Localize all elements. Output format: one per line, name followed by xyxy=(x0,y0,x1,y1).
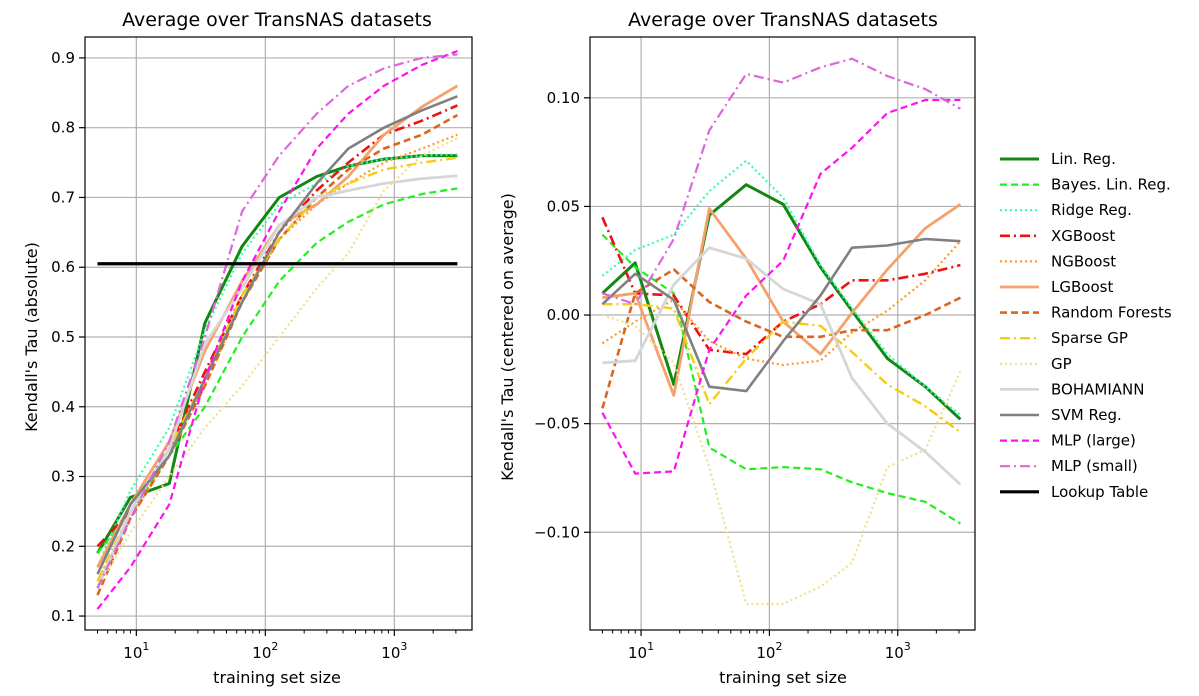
legend-item: GP xyxy=(1000,355,1072,373)
series-line xyxy=(601,268,961,409)
chart-panel-left: Average over TransNAS datasets training … xyxy=(22,9,473,687)
legend-label: SVM Reg. xyxy=(1051,406,1122,424)
series-line xyxy=(601,240,962,367)
series-line xyxy=(601,233,961,525)
x-tick-exponent: 1 xyxy=(647,640,654,653)
axes-frame xyxy=(589,36,976,631)
y-tick-label: 0.00 xyxy=(547,306,580,324)
series-line xyxy=(96,95,458,575)
y-tick-label: 0.9 xyxy=(51,49,75,67)
legend-item: Lookup Table xyxy=(1000,483,1148,501)
series-line xyxy=(602,303,962,434)
x-tick-exponent: 2 xyxy=(271,640,278,653)
y-tick-label: 0.4 xyxy=(51,398,75,416)
y-tick-label: 0.6 xyxy=(51,258,75,276)
legend-label: Ridge Reg. xyxy=(1051,201,1132,219)
series-line xyxy=(602,246,962,486)
x-tick-exponent: 3 xyxy=(904,640,911,653)
x-tick-label: 102 xyxy=(756,640,782,662)
series-line xyxy=(601,237,961,393)
legend-item: Bayes. Lin. Reg. xyxy=(1000,176,1171,194)
y-tick-label: 0.2 xyxy=(51,537,75,555)
y-tick-label: 0.10 xyxy=(547,89,580,107)
series-line xyxy=(602,203,962,397)
y-tick-label: 0.3 xyxy=(51,468,75,486)
series-lines-left xyxy=(96,49,459,610)
chart-panel-right: Average over TransNAS datasets training … xyxy=(498,9,976,687)
series-line xyxy=(96,154,458,555)
grid-left xyxy=(85,37,472,630)
chart-title-right: Average over TransNAS datasets xyxy=(628,9,938,31)
y-tick-label: 0.1 xyxy=(51,607,75,625)
legend-label: MLP (small) xyxy=(1051,457,1138,475)
x-tick-exponent: 3 xyxy=(400,640,407,653)
x-axis-label-right: training set size xyxy=(719,668,847,687)
legend-item: XGBoost xyxy=(1000,227,1115,245)
x-tick-label: 101 xyxy=(123,640,149,662)
series-line xyxy=(96,53,458,589)
grid-right xyxy=(590,37,975,630)
y-axis-label-left: Kendall's Tau (absolute) xyxy=(22,242,41,432)
series-line xyxy=(602,57,961,306)
chart-title-left: Average over TransNAS datasets xyxy=(122,9,432,31)
legend-label: Bayes. Lin. Reg. xyxy=(1051,176,1171,194)
legend-label: NGBoost xyxy=(1051,252,1116,270)
y-tick-label: 0.5 xyxy=(51,328,75,346)
legend-label: BOHAMIANN xyxy=(1051,380,1144,398)
x-tick-label: 103 xyxy=(381,640,407,662)
ticks-left: 101 102 103 0.1 0.2 0.3 0.4 0.5 0.6 0.7 0.8 0.9 xyxy=(51,49,457,662)
x-tick-label: 103 xyxy=(885,640,911,662)
series-line xyxy=(96,137,458,589)
y-axis-label-right: Kendall's Tau (centered on average) xyxy=(498,193,517,481)
y-tick-label: −0.10 xyxy=(534,523,580,541)
legend: Lin. Reg. Bayes. Lin. Reg. Ridge Reg. XGBoo… xyxy=(1000,150,1172,501)
series-line xyxy=(96,156,458,582)
legend-label: GP xyxy=(1051,355,1072,373)
x-tick-label: 102 xyxy=(252,640,278,662)
y-tick-label: 0.7 xyxy=(51,188,75,206)
series-line xyxy=(601,216,961,356)
series-line xyxy=(96,153,458,568)
legend-label: MLP (large) xyxy=(1051,432,1136,450)
legend-item: Random Forests xyxy=(1000,304,1172,322)
series-line xyxy=(601,183,962,421)
y-tick-label: −0.05 xyxy=(534,415,580,433)
legend-item: Lin. Reg. xyxy=(1000,150,1116,168)
series-line xyxy=(96,49,458,610)
legend-item: MLP (small) xyxy=(1000,457,1138,475)
series-line xyxy=(96,174,458,589)
y-tick-label: 0.05 xyxy=(547,197,580,215)
x-tick-exponent: 1 xyxy=(142,640,149,653)
series-line xyxy=(601,98,961,475)
series-lines-right xyxy=(601,57,962,606)
legend-item: LGBoost xyxy=(1000,278,1113,296)
legend-item: NGBoost xyxy=(1000,252,1116,270)
legend-item: SVM Reg. xyxy=(1000,406,1122,424)
legend-label: Sparse GP xyxy=(1051,329,1128,347)
legend-label: Lookup Table xyxy=(1051,483,1148,501)
x-axis-label-left: training set size xyxy=(213,668,341,687)
legend-label: Random Forests xyxy=(1051,304,1172,322)
legend-label: XGBoost xyxy=(1051,227,1115,245)
axes-frame xyxy=(84,36,473,631)
legend-label: Lin. Reg. xyxy=(1051,150,1116,168)
legend-item: MLP (large) xyxy=(1000,432,1136,450)
legend-item: Ridge Reg. xyxy=(1000,201,1132,219)
legend-item: Sparse GP xyxy=(1000,329,1128,347)
y-tick-label: 0.8 xyxy=(51,119,75,137)
x-tick-exponent: 2 xyxy=(775,640,782,653)
ticks-right: 101 102 103 −0.10 −0.05 0.00 0.05 0.10 xyxy=(534,89,960,662)
x-tick-label: 101 xyxy=(628,640,654,662)
series-line xyxy=(602,313,962,606)
legend-label: LGBoost xyxy=(1051,278,1113,296)
legend-item: BOHAMIANN xyxy=(1000,380,1144,398)
series-line xyxy=(96,113,459,596)
